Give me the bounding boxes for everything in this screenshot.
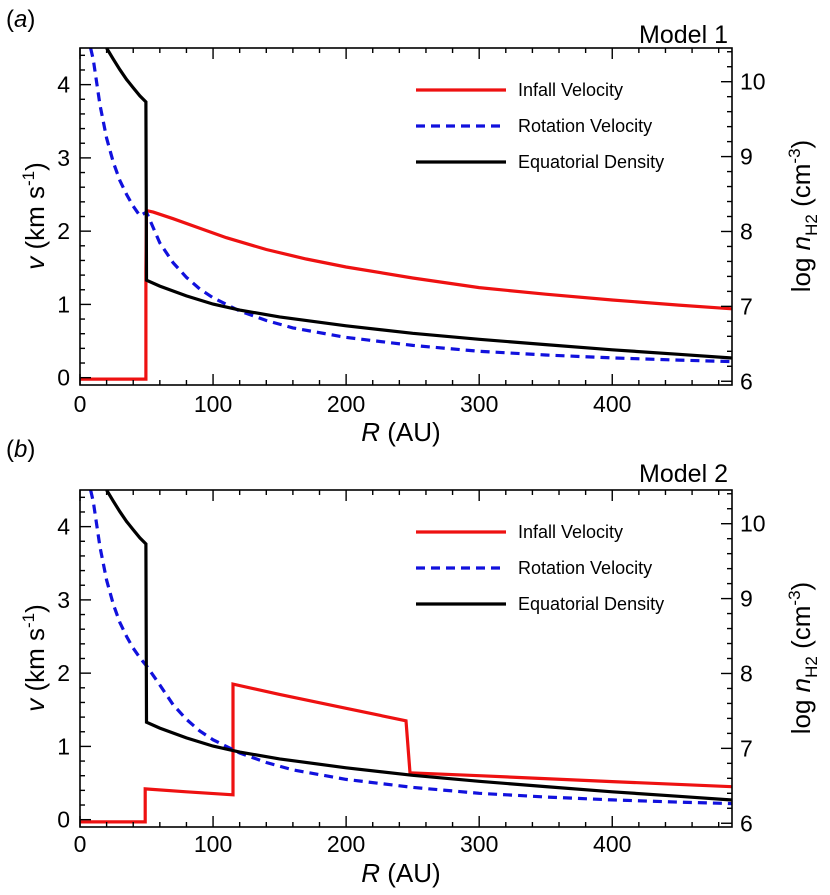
series-line-infall-velocity: [80, 208, 732, 381]
x-tick-label: 400: [593, 391, 631, 417]
x-tick-label: 0: [74, 391, 87, 417]
y-tick-label: 3: [57, 587, 70, 613]
y-right-tick-label: 8: [740, 218, 753, 244]
x-axis-label: R (AU): [361, 417, 440, 447]
y-tick-label: 2: [57, 660, 70, 686]
x-tick-label: 300: [460, 391, 498, 417]
y-tick-label: 1: [57, 291, 70, 317]
chart-panel-a: 0 100 200 300 400 0 1 2 3 4 6 7 8 9 10 (a) Model 1 Infall…: [6, 6, 821, 447]
plot-frame: [79, 47, 733, 386]
y-right-tick-label: 8: [740, 660, 753, 686]
legend-label: Rotation Velocity: [518, 116, 652, 136]
y-tick-label: 4: [57, 72, 70, 98]
y-right-tick-label: 10: [740, 69, 766, 95]
y-right-tick-label: 6: [740, 368, 753, 394]
series-line-infall-velocity: [80, 682, 732, 824]
x-tick-label: 0: [74, 831, 87, 857]
y-tick-label: 3: [57, 145, 70, 171]
y-right-axis-label: log nH2 (cm-3): [785, 582, 821, 734]
series-line-rotation-velocity: [89, 490, 732, 806]
x-tick-label: 100: [194, 831, 232, 857]
y-right-tick-label: 7: [740, 293, 753, 319]
y-tick-label: 4: [57, 514, 70, 540]
y-axis-label: v (km s-1): [19, 162, 50, 270]
series-line-equatorial-density: [105, 48, 732, 360]
y-tick-label: 0: [57, 365, 70, 391]
panel-label: (a): [6, 6, 35, 33]
y-tick-label: 1: [57, 733, 70, 759]
series-line-equatorial-density: [105, 490, 732, 802]
panel-label: (b): [6, 436, 35, 463]
legend-label: Infall Velocity: [518, 522, 623, 542]
chart-title: Model 2: [639, 460, 728, 488]
y-tick-label: 2: [57, 218, 70, 244]
y-right-tick-label: 9: [740, 586, 753, 612]
x-tick-label: 200: [327, 391, 365, 417]
legend-label: Infall Velocity: [518, 80, 623, 100]
y-right-axis-label: log nH2 (cm-3): [785, 140, 821, 292]
y-axis-label: v (km s-1): [19, 604, 50, 712]
x-tick-label: 100: [194, 391, 232, 417]
legend-label: Equatorial Density: [518, 152, 664, 172]
y-tick-label: 0: [57, 807, 70, 833]
legend-label: Rotation Velocity: [518, 558, 652, 578]
chart-panel-b: 0 100 200 300 400 0 1 2 3 4 6 7 8 9 10 (b) Model 2 Infall…: [6, 436, 821, 888]
y-right-tick-label: 6: [740, 810, 753, 836]
y-right-tick-label: 7: [740, 735, 753, 761]
x-tick-label: 200: [327, 831, 365, 857]
y-right-tick-label: 10: [740, 511, 766, 537]
x-tick-label: 300: [460, 831, 498, 857]
legend-label: Equatorial Density: [518, 594, 664, 614]
x-axis-label: R (AU): [361, 858, 440, 888]
x-tick-label: 400: [593, 831, 631, 857]
y-right-tick-label: 9: [740, 144, 753, 170]
plot-frame: [79, 489, 733, 828]
series-line-rotation-velocity: [89, 48, 732, 364]
chart-title: Model 1: [639, 21, 728, 49]
